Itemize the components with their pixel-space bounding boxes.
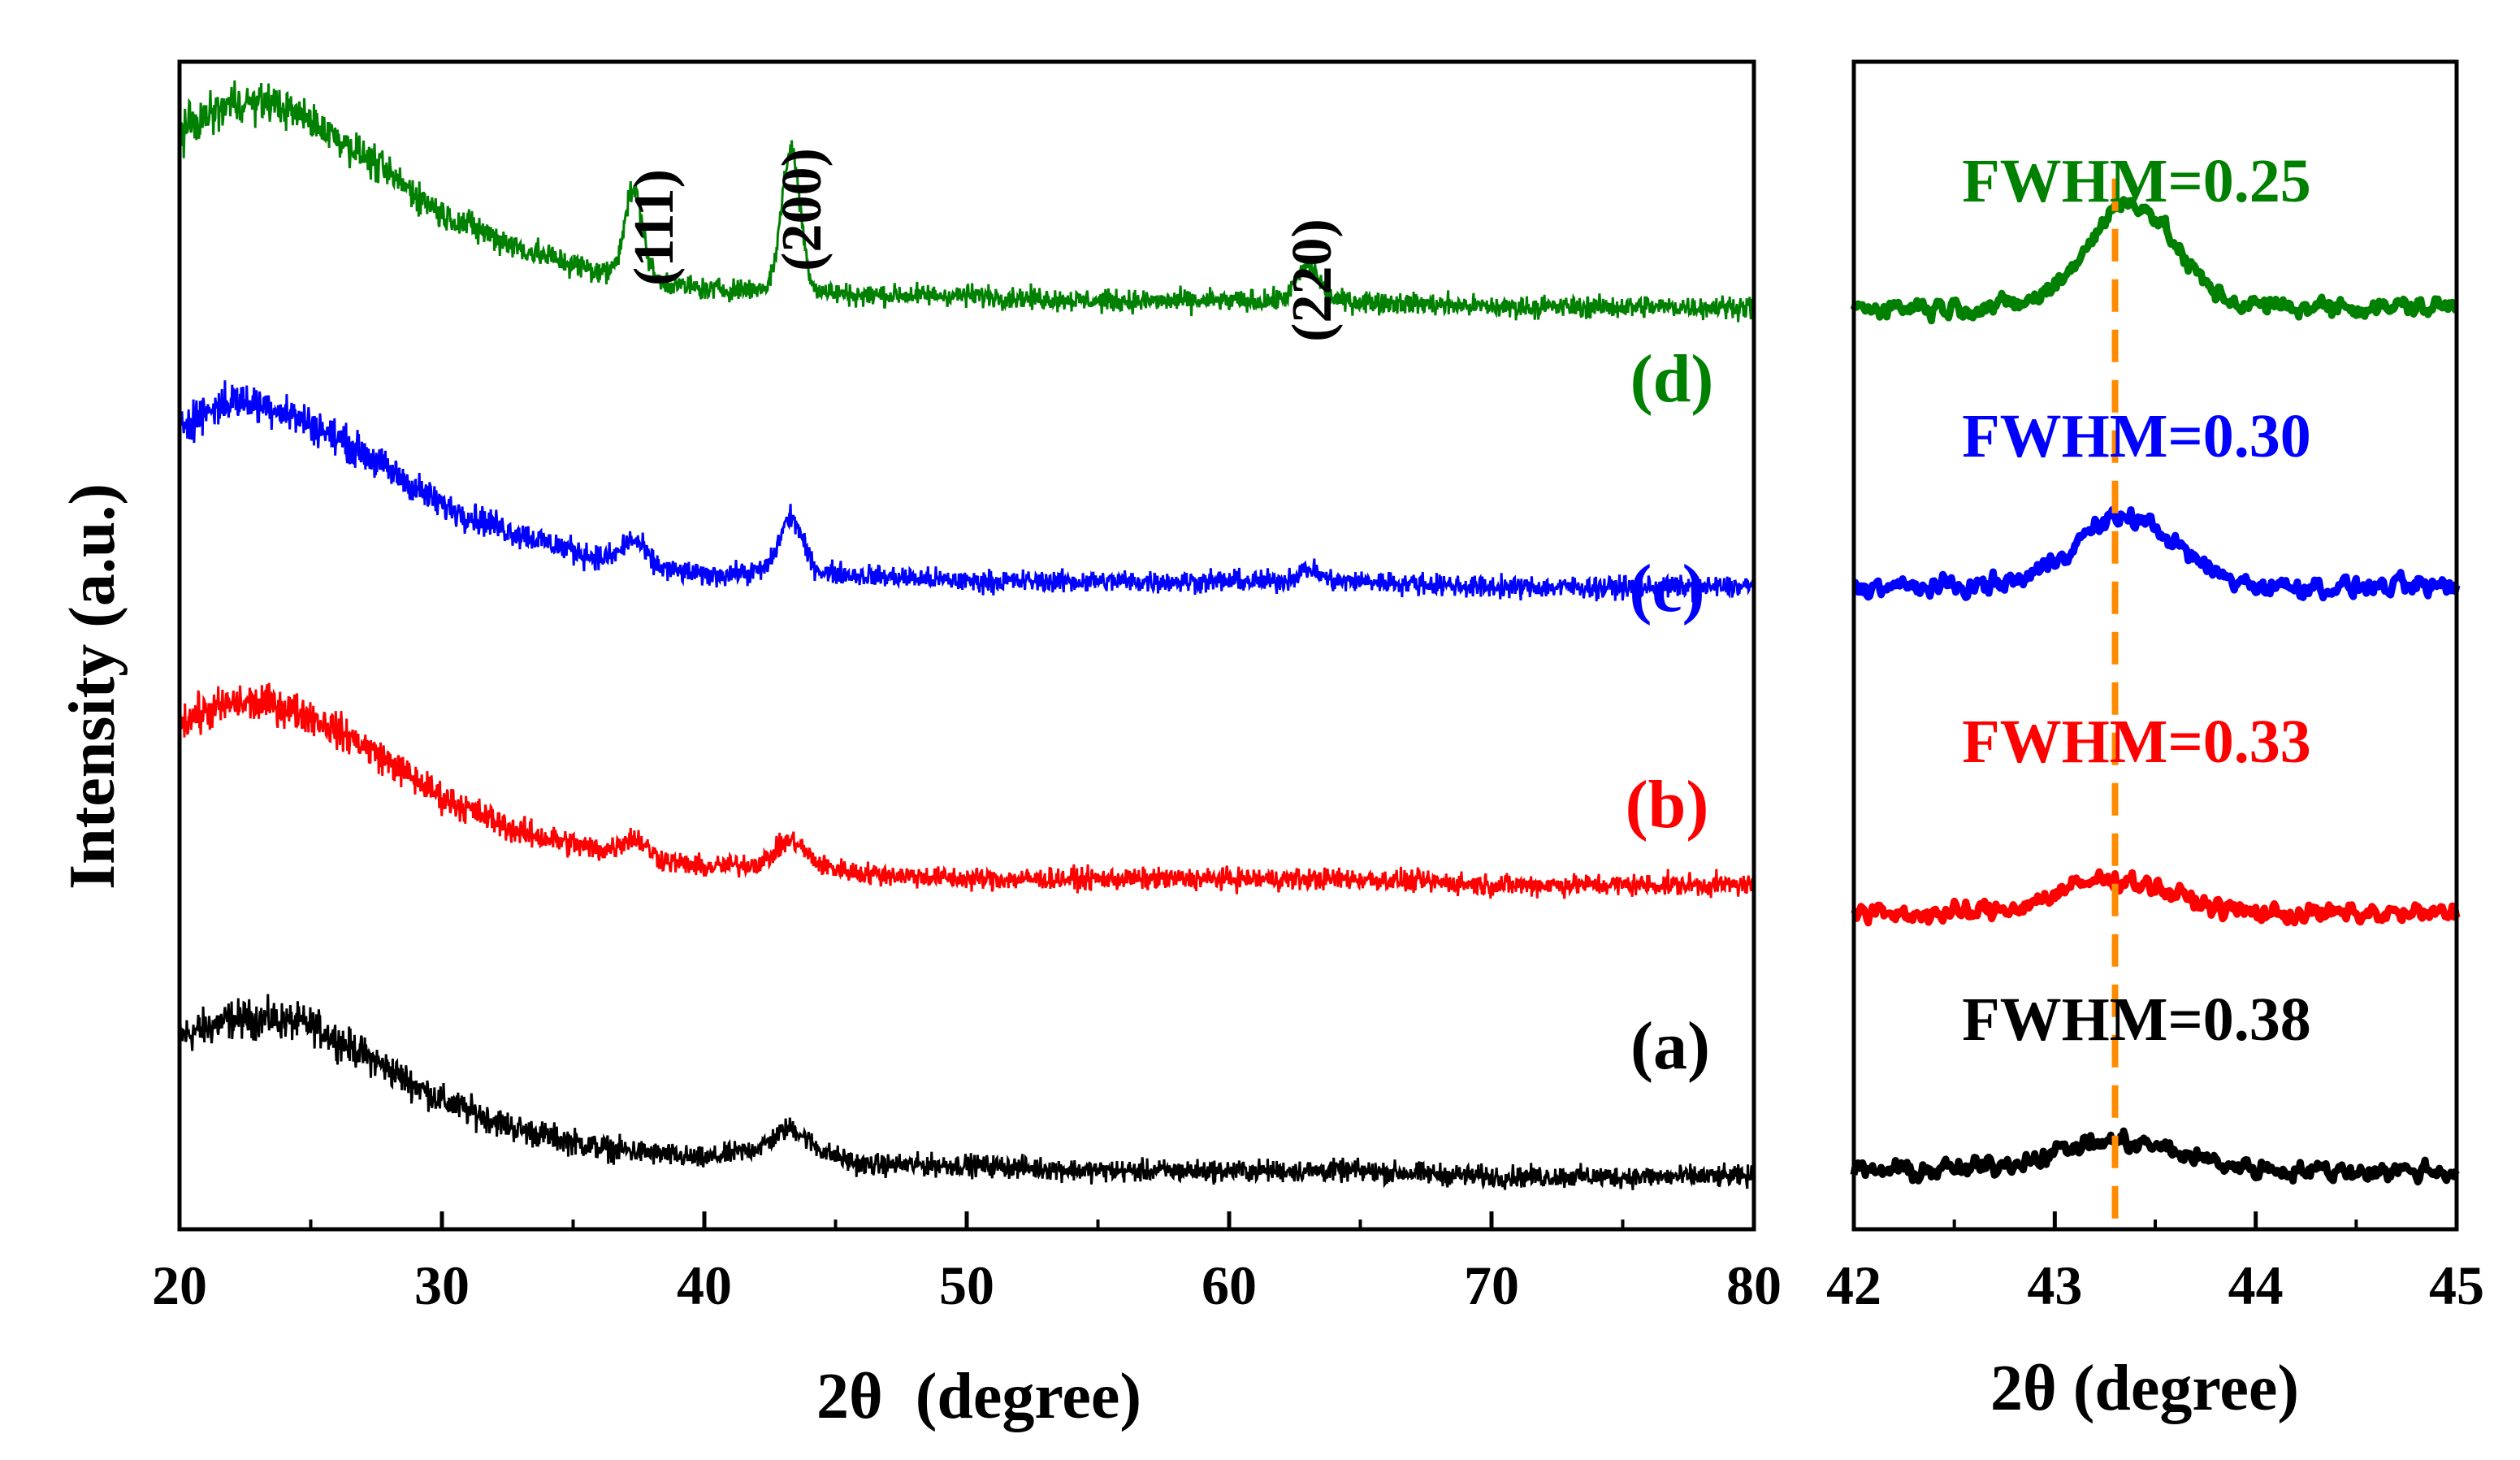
zoom-trace-0 (1850, 1127, 2460, 1186)
right-x-tick-label: 45 (2429, 1254, 2484, 1316)
right-x-ticks: 42 43 44 45 (1826, 1211, 2484, 1316)
left-x-tick-label: 40 (677, 1254, 732, 1316)
left-x-ticks: 20 30 40 50 60 70 80 (152, 1211, 1782, 1316)
xrd-trace-c (178, 380, 1756, 603)
left-x-tick-label: 30 (414, 1254, 470, 1316)
left-x-tick-label: 50 (939, 1254, 994, 1316)
left-y-axis-label: Intensity (a.u.) (57, 483, 128, 890)
right-series-group (1850, 196, 2461, 1186)
fwhm-label-black: FWHM=0.38 (1962, 986, 2311, 1054)
left-xrd-panel: 20 30 40 50 60 70 80 Intensity (a.u.) 2θ (degr… (57, 59, 1782, 1432)
zoom-trace-1 (1851, 868, 2461, 927)
series-label-d: (d) (1630, 341, 1714, 417)
right-x-tick-label: 42 (1826, 1254, 1881, 1316)
peak-label-111: (111) (623, 169, 686, 286)
xrd-trace-b (178, 682, 1756, 899)
left-x-tick-label: 70 (1464, 1254, 1519, 1316)
left-series-group (178, 80, 1756, 1190)
left-x-tick-label: 80 (1726, 1254, 1782, 1316)
peak-label-200: (200) (771, 148, 834, 271)
left-x-tick-label: 60 (1202, 1254, 1257, 1316)
zoom-trace-3 (1850, 196, 2459, 325)
series-label-a: (a) (1630, 1008, 1710, 1084)
xrd-trace-a (178, 994, 1756, 1190)
fwhm-label-red: FWHM=0.33 (1962, 708, 2311, 776)
xrd-trace-d (178, 80, 1756, 323)
series-label-c: (c) (1629, 551, 1704, 626)
right-x-tick-label: 44 (2228, 1254, 2284, 1316)
series-label-b: (b) (1626, 767, 1709, 843)
right-plot-frame (1851, 59, 2459, 1232)
fwhm-label-blue: FWHM=0.30 (1962, 402, 2311, 470)
left-x-axis-label: 2θ (degree) (816, 1361, 1141, 1432)
right-x-axis-label: 2θ (degree) (1990, 1353, 2299, 1424)
right-zoom-panel: 42 43 44 45 2θ (degree) FWHM=0.25 FWHM=0.30… (1826, 59, 2484, 1424)
right-x-tick-label: 43 (2027, 1254, 2082, 1316)
left-plot-frame (177, 59, 1756, 1232)
left-x-tick-label: 20 (152, 1254, 207, 1316)
fwhm-label-green: FWHM=0.25 (1962, 147, 2311, 215)
peak-label-220: (220) (1281, 219, 1344, 342)
zoom-trace-2 (1851, 506, 2461, 602)
